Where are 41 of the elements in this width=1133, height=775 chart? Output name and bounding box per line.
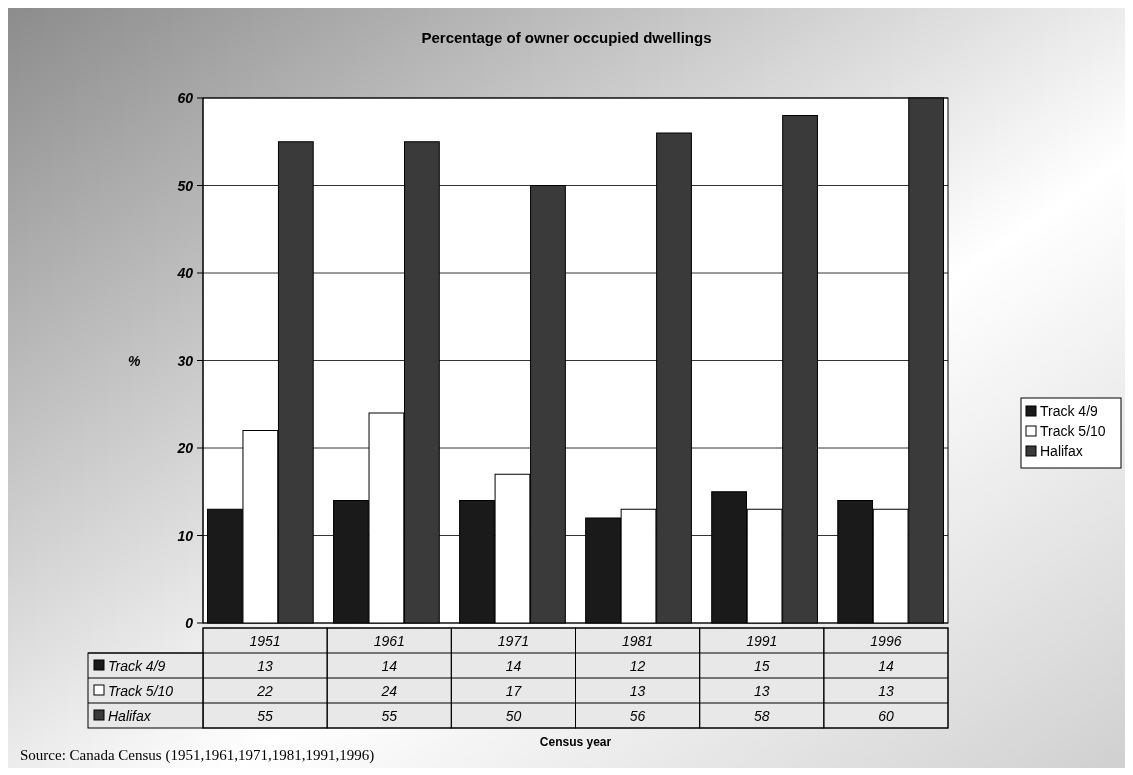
y-tick-label: 60: [177, 90, 194, 106]
y-tick-label: 20: [176, 440, 194, 456]
y-tick-label: 40: [176, 265, 194, 281]
legend-label: Track 4/9: [108, 657, 166, 674]
y-axis-title: %: [128, 352, 141, 369]
data-label: 56: [629, 707, 646, 724]
legend-label: Halifax: [1040, 443, 1083, 459]
data-label: 13: [753, 682, 770, 699]
text: Track 4/9: [1040, 403, 1098, 419]
data-label: 24: [380, 682, 398, 699]
data-label: 14: [878, 657, 894, 674]
data-label: 14: [505, 657, 522, 674]
chart-title: Percentage of owner occupied dwellings: [421, 29, 712, 46]
y-tick-label: 50: [177, 177, 194, 194]
data-label: 58: [753, 707, 770, 724]
data-label: 55: [381, 707, 398, 724]
y-tick-label: 0: [185, 615, 194, 631]
x-tick-label: 1991: [746, 632, 778, 649]
text: Halifax: [108, 707, 151, 724]
x-tick-label: 1951: [249, 632, 281, 649]
data-label: 22: [256, 682, 274, 699]
data-label: 13: [878, 682, 894, 699]
data-label: 14: [381, 657, 398, 674]
data-label: 13: [257, 657, 274, 674]
x-tick-label: 1981: [622, 632, 654, 649]
x-tick-label: 1996: [870, 632, 902, 649]
data-label: 12: [629, 657, 646, 674]
data-label: 13: [629, 682, 646, 699]
data-label: 55: [257, 707, 274, 724]
text: Track 5/10: [1040, 423, 1106, 439]
x-tick-label: 1971: [497, 632, 529, 649]
legend-label: Track 5/10: [108, 682, 174, 699]
data-label: 15: [753, 657, 770, 674]
x-tick-label: 1961: [373, 632, 405, 649]
data-label: 50: [505, 707, 522, 724]
source-note: Source: Canada Census (1951,1961,1971,1981,1991,1996): [20, 747, 375, 764]
data-label: 60: [878, 707, 894, 724]
text: Census year: [539, 735, 612, 749]
y-tick-label: 10: [177, 527, 194, 544]
y-tick-label: 30: [177, 352, 194, 369]
data-label: 17: [505, 682, 523, 699]
